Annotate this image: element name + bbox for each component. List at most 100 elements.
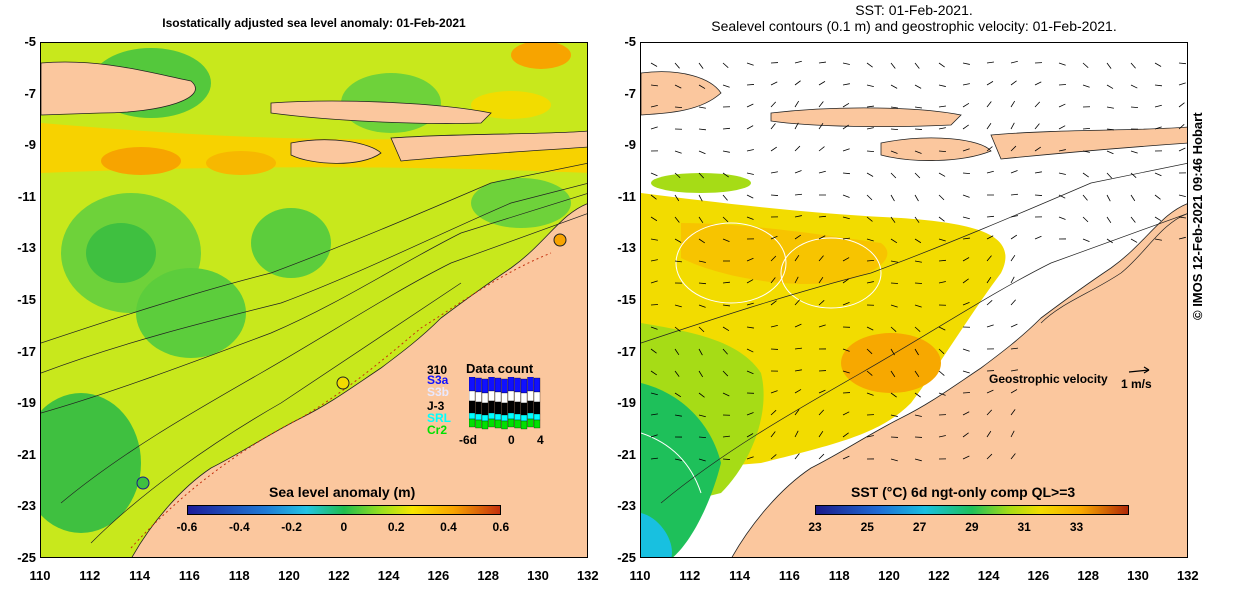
geostrophic-velocity-label: Geostrophic velocity: [989, 372, 1108, 386]
velocity-arrow: [650, 216, 658, 222]
velocity-arrow: [866, 105, 874, 108]
velocity-arrow: [818, 276, 824, 284]
velocity-arrow: [962, 102, 970, 108]
latitude-tick: -15: [17, 292, 36, 307]
velocity-arrow: [794, 254, 800, 262]
velocity-arrow: [986, 430, 992, 438]
velocity-arrow: [1010, 299, 1016, 306]
data-count-bar-segment: [501, 414, 508, 422]
velocity-arrow: [1154, 194, 1161, 200]
sla-blob: [86, 223, 156, 283]
velocity-arrow: [1034, 123, 1040, 130]
velocity-arrow: [770, 101, 777, 108]
sst-contour: [660, 213, 1187, 504]
data-count-bar-segment: [527, 418, 534, 428]
velocity-arrow: [890, 128, 899, 130]
velocity-arrow: [1082, 84, 1090, 88]
velocity-arrow: [842, 455, 850, 460]
velocity-arrow: [938, 259, 947, 262]
data-count-bar-segment: [507, 377, 515, 392]
velocity-arrow: [818, 123, 824, 130]
velocity-arrow: [698, 238, 706, 244]
velocity-arrow: [650, 413, 658, 416]
velocity-arrow: [650, 280, 658, 284]
velocity-arrow: [866, 194, 873, 201]
velocity-arrow: [842, 124, 849, 130]
velocity-arrow: [1130, 106, 1139, 109]
data-count-bar-segment: [533, 413, 541, 421]
velocity-arrow: [770, 255, 777, 262]
velocity-arrow: [962, 172, 971, 175]
velocity-arrow: [770, 409, 777, 416]
velocity-arrow: [746, 194, 754, 199]
velocity-arrow: [1034, 146, 1042, 152]
data-count-bar-segment: [469, 412, 476, 420]
latitude-tick: -25: [617, 550, 636, 565]
velocity-arrow: [866, 238, 874, 242]
sla-contour: [41, 193, 587, 414]
velocity-arrow: [698, 194, 703, 202]
velocity-arrow: [914, 150, 922, 154]
velocity-arrow: [770, 431, 776, 438]
hidden-count-label: 310: [427, 363, 448, 377]
velocity-arrow: [674, 392, 682, 398]
sla-colorbar-tick: -0.6: [176, 520, 198, 534]
velocity-arrow: [698, 150, 706, 155]
latitude-tick: -13: [17, 240, 36, 256]
velocity-arrow: [794, 347, 802, 350]
velocity-arrow: [1154, 126, 1162, 130]
velocity-arrow: [914, 370, 920, 378]
sst-map: Geostrophic velocity 1 m/s SST (°C) 6d n…: [640, 42, 1188, 558]
data-count-bar-segment: [481, 420, 489, 430]
data-count-bar-segment: [494, 401, 502, 415]
data-count-bar-segment: [533, 419, 541, 429]
sst-map-graphic: [641, 43, 1187, 557]
velocity-arrow: [674, 194, 680, 202]
longitude-tick: 112: [79, 568, 101, 583]
longitude-tick: 126: [1027, 568, 1050, 583]
velocity-arrow: [674, 304, 682, 308]
velocity-arrow: [1010, 170, 1018, 174]
sea-level-contour: [675, 222, 787, 304]
velocity-arrow: [938, 172, 946, 177]
velocity-arrow: [914, 392, 921, 398]
velocity-arrow: [962, 370, 970, 374]
velocity-arrow: [698, 436, 707, 439]
latitude-tick: -23: [17, 498, 36, 514]
velocity-arrow: [986, 170, 994, 174]
velocity-arrow: [890, 238, 898, 244]
velocity-arrow: [986, 276, 992, 284]
data-count-bar-segment: [507, 390, 515, 402]
velocity-arrow: [938, 326, 946, 331]
velocity-arrow: [650, 62, 658, 67]
velocity-arrow: [770, 300, 777, 306]
velocity-arrow: [818, 170, 826, 174]
velocity-arrow: [986, 300, 993, 306]
velocity-arrow: [842, 411, 850, 416]
velocity-arrow: [1154, 238, 1162, 241]
velocity-arrow: [986, 123, 992, 130]
velocity-scale-arrowhead: [1143, 366, 1150, 374]
velocity-arrow: [650, 434, 658, 438]
velocity-arrow: [986, 81, 994, 86]
data-count-bar-segment: [488, 377, 495, 392]
data-count-bar-segment: [527, 390, 534, 402]
velocity-arrow: [770, 235, 778, 240]
velocity-arrow: [866, 348, 873, 355]
velocity-arrow: [938, 62, 945, 68]
sla-colorbar-tick: -0.4: [228, 520, 250, 534]
velocity-arrow: [1178, 236, 1186, 240]
velocity-arrow: [986, 215, 995, 218]
data-count-bar-segment: [488, 418, 495, 428]
velocity-arrow: [794, 453, 800, 460]
velocity-arrow: [962, 148, 970, 152]
velocity-arrow: [890, 62, 896, 69]
data-count-bar-segment: [469, 390, 476, 402]
velocity-arrow: [1178, 216, 1186, 219]
velocity-arrow: [698, 326, 705, 333]
velocity-arrow: [650, 172, 658, 177]
latitude-tick: -23: [617, 498, 636, 514]
velocity-arrow: [746, 257, 754, 262]
velocity-arrow: [842, 432, 849, 438]
latitude-tick: -25: [17, 550, 36, 565]
